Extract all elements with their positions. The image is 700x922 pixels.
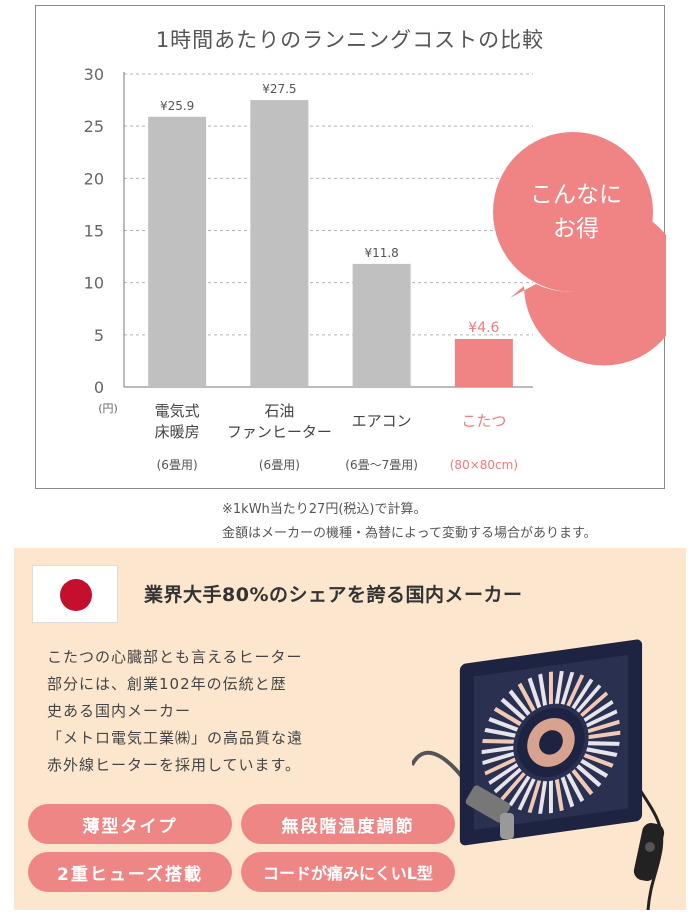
heater-slat: [554, 778, 564, 812]
heater-slat: [482, 751, 515, 766]
category-label: ファンヒーター: [227, 423, 332, 441]
heater-slat: [560, 776, 575, 808]
bar: [148, 116, 207, 387]
category-label: エアコン: [352, 412, 412, 430]
y-tick-label: 10: [84, 274, 104, 293]
bar-value-label: ¥25.9: [160, 99, 194, 113]
feature-badge-fuse: 2重ヒューズ搭載: [28, 852, 232, 892]
callout-bubble: [510, 220, 666, 366]
callout-text: お得: [553, 216, 599, 242]
heater-slat: [576, 684, 602, 713]
category-label: 電気式: [155, 402, 200, 420]
maker-description: こたつの心臓部とも言えるヒーター 部分には、創業102年の伝統と歴 史ある国内メ…: [47, 648, 304, 774]
heater-slat: [488, 762, 519, 785]
kotatsu-heater-unit-icon: [412, 639, 665, 910]
y-tick-label: 5: [94, 326, 104, 345]
heater-slat: [527, 677, 542, 709]
bar-value-label: ¥11.8: [364, 246, 398, 260]
bar-value-label: ¥27.5: [262, 82, 296, 96]
y-tick-label: 30: [84, 65, 104, 84]
heater-slat: [571, 768, 594, 796]
category-label: 床暖房: [155, 423, 200, 441]
bar: [454, 339, 513, 387]
bar: [250, 100, 309, 387]
category-sublabel: (6畳用): [157, 458, 198, 472]
heater-slat: [560, 671, 575, 705]
heater-slat: [571, 678, 594, 710]
heater-slat: [484, 727, 516, 738]
callout-text: こんなに: [530, 182, 622, 208]
chart-title: 1時間あたりのランニングコストの比較: [155, 28, 545, 52]
feature-badge-cord: コードが痛みにくいL型: [241, 852, 455, 892]
bar-value-label: ¥4.6: [468, 320, 499, 336]
heater-slat: [488, 717, 519, 732]
heater-slat: [508, 689, 531, 716]
y-tick-label: 20: [84, 169, 104, 188]
feature-badge-thin: 薄型タイプ: [28, 804, 232, 844]
heater-slat: [538, 673, 548, 706]
heater-slat: [527, 780, 542, 814]
bar: [352, 263, 411, 387]
flag-sun-disc: [60, 579, 92, 611]
y-tick-label: 0: [94, 378, 104, 397]
heater-slat: [566, 773, 585, 803]
heater-slat: [538, 781, 548, 814]
heater-slat: [484, 757, 516, 776]
heater-slat: [583, 753, 614, 768]
callout-bubble-circle: [493, 132, 653, 292]
heater-slat: [493, 706, 522, 726]
feature-badge-temperature: 無段階温度調節: [241, 804, 455, 844]
category-sublabel: (6畳〜7畳用): [345, 458, 418, 472]
heater-slat: [576, 764, 602, 788]
footnotes: ※1kWh当たり27円(税込)で計算。 金額はメーカーの機種・為替によって変動す…: [222, 498, 597, 546]
heater-slat: [500, 772, 526, 801]
heater-slat: [500, 697, 526, 721]
heater-slat: [481, 745, 514, 755]
category-sublabel: (6畳用): [259, 458, 300, 472]
heater-slat: [586, 747, 618, 758]
y-unit-label: (円): [98, 402, 118, 415]
y-tick-label: 15: [84, 222, 104, 241]
chart-panel: 0 5 10 15 20 25 30 (円) ¥25.9 電気式床暖房 (6畳用) ¥27.5 石油ファ…: [35, 5, 666, 489]
heater-slat: [580, 758, 609, 778]
heater-slat: [493, 767, 522, 794]
heater-slat: [482, 738, 515, 744]
heater-slat: [580, 691, 609, 718]
footnote-1: ※1kWh当たり27円(税込)で計算。: [222, 502, 427, 517]
japan-flag-icon: [32, 565, 118, 623]
maker-heading: 業界大手80%のシェアを誇る国内メーカー: [144, 584, 523, 606]
heater-slat: [588, 730, 621, 740]
heater-slat: [587, 719, 620, 734]
category-label: こたつ: [461, 412, 506, 430]
heater-slat: [566, 674, 585, 707]
heater-slat: [586, 709, 618, 728]
maker-section: 業界大手80%のシェアを誇る国内メーカー こたつの心臓部とも言えるヒーター 部分…: [14, 548, 686, 910]
footnote-2: 金額はメーカーの機種・為替によって変動する場合があります。: [222, 526, 597, 541]
y-tick-label: 25: [84, 117, 104, 136]
category-sublabel: (80×80cm): [450, 458, 518, 472]
heater-slat: [508, 775, 531, 807]
heater-slat: [517, 778, 536, 811]
heater-slat: [517, 682, 536, 712]
category-label: 石油: [264, 402, 294, 420]
heater-slat: [587, 741, 620, 746]
heater-slat: [554, 671, 564, 704]
heater-slat: [583, 699, 614, 722]
